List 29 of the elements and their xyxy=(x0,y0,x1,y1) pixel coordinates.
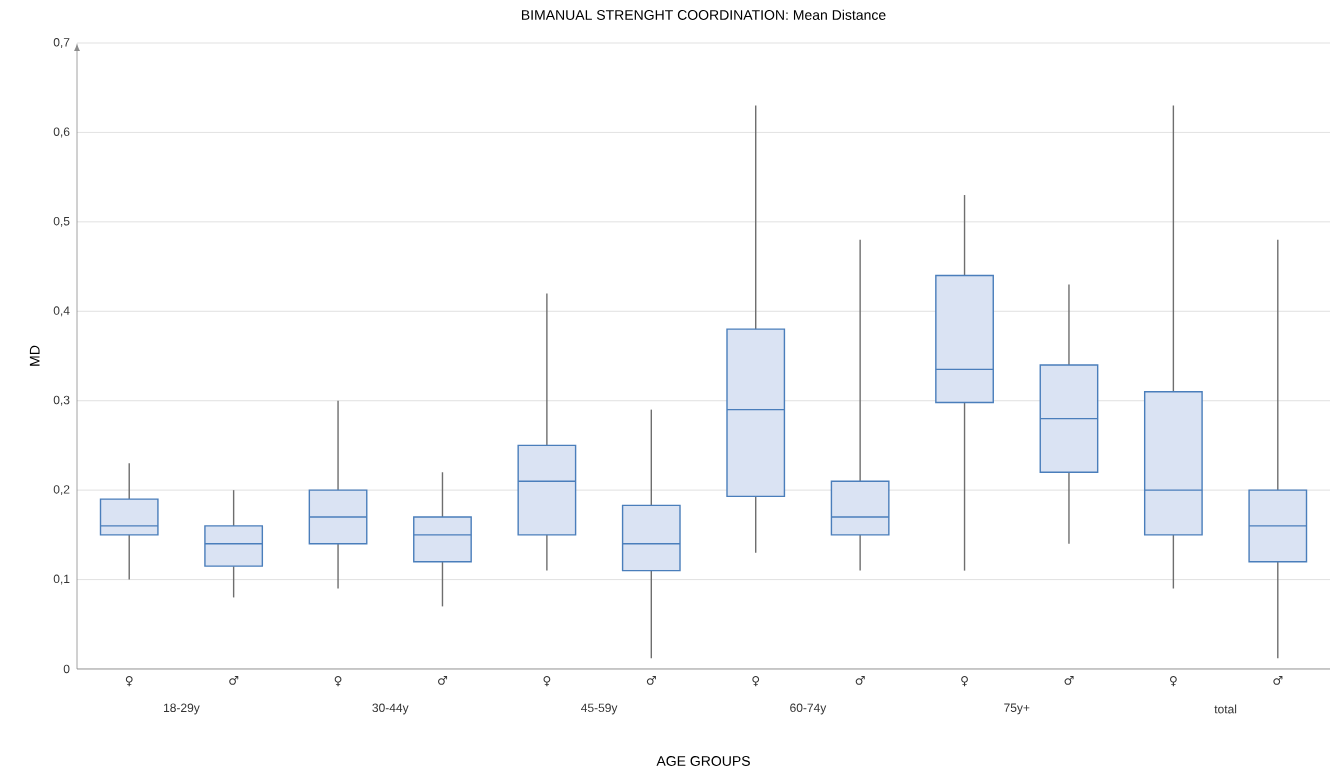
x-tick-label: ♀ xyxy=(961,676,968,687)
text: 60-74y xyxy=(790,703,827,715)
chart-title: BIMANUAL STRENGHT COORDINATION: Mean Distance xyxy=(521,9,886,20)
x-axis-title: AGE GROUPS xyxy=(656,756,750,766)
text: total xyxy=(1214,704,1237,714)
x-tick-label: ♂ xyxy=(1273,676,1283,685)
x-tick-label: ♂ xyxy=(646,676,656,685)
y-tick-label: 0,5 xyxy=(53,216,70,227)
y-tick-label: 0,4 xyxy=(53,306,70,317)
x-tick-label: ♀ xyxy=(125,676,133,687)
x-tick-label: ♀ xyxy=(1170,676,1177,687)
x-tick-label: ♂ xyxy=(438,676,448,685)
y-tick-label: 0 xyxy=(63,664,70,674)
text: 45-59y xyxy=(581,703,618,715)
text: 18-29y xyxy=(163,703,200,715)
x-tick-label: ♂ xyxy=(229,676,239,685)
x-tick-label: ♂ xyxy=(855,676,865,685)
x-tick-label: ♀ xyxy=(543,676,551,687)
y-tick-label: 0,7 xyxy=(53,38,70,48)
text: 30-44y xyxy=(372,703,409,715)
y-tick-label: 0,6 xyxy=(53,127,70,138)
y-tick-label: 0,1 xyxy=(53,574,70,585)
y-tick-label: 0,2 xyxy=(53,485,70,496)
x-tick-label: ♀ xyxy=(334,676,342,687)
x-tick-label: ♂ xyxy=(1064,676,1074,685)
x-tick-label: ♀ xyxy=(752,676,760,687)
y-axis-title: MD xyxy=(29,345,40,366)
y-tick-label: 0,3 xyxy=(53,395,70,406)
text: 75y+ xyxy=(1004,703,1030,715)
